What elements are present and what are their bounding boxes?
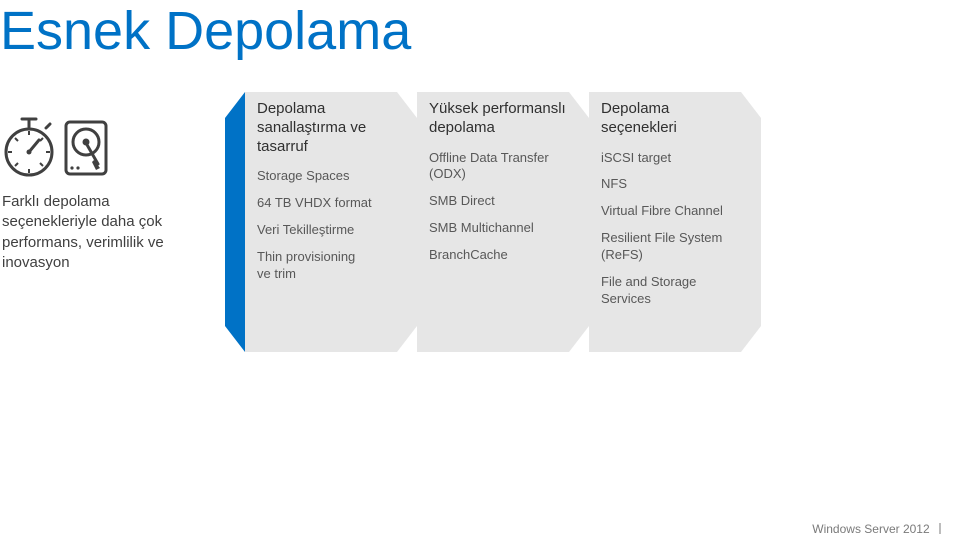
column-item: SMB Direct — [429, 193, 577, 210]
stopwatch-icon — [2, 116, 56, 178]
footer-brand: Windows Server 2012 — [812, 522, 941, 536]
column-item: Storage Spaces — [257, 168, 405, 185]
column-1-heading: Depolama sanallaştırma ve tasarruf — [257, 100, 405, 156]
column-item: 64 TB VHDX format — [257, 195, 405, 212]
column-item: Offline Data Transfer (ODX) — [429, 150, 577, 184]
column-item: Resilient File System (ReFS) — [601, 230, 749, 264]
column-1: Depolama sanallaştırma ve tasarruf Stora… — [245, 92, 417, 352]
column-3-heading: Depolama seçenekleri — [601, 100, 749, 138]
column-item: File and Storage Services — [601, 274, 749, 308]
column-item: iSCSI target — [601, 150, 749, 167]
column-item: NFS — [601, 176, 749, 193]
column-item: BranchCache — [429, 247, 577, 264]
footer-divider — [939, 523, 941, 534]
footer-text: Windows Server 2012 — [812, 522, 929, 536]
intro-text: Farklı depolama seçenekleriyle daha çok … — [2, 192, 202, 273]
column-2-heading: Yüksek performanslı depolama — [429, 100, 577, 138]
accent-chevron — [225, 92, 245, 352]
column-3: Depolama seçenekleri iSCSI target NFS Vi… — [589, 92, 761, 352]
column-item: Thin provisioning ve trim — [257, 249, 405, 283]
column-2: Yüksek performanslı depolama Offline Dat… — [417, 92, 589, 352]
column-item: Virtual Fibre Channel — [601, 203, 749, 220]
feature-columns: Depolama sanallaştırma ve tasarruf Stora… — [225, 92, 761, 352]
page-title: Esnek Depolama — [0, 0, 411, 62]
column-item: Veri Tekilleştirme — [257, 222, 405, 239]
hdd-icon — [64, 120, 108, 176]
column-item: SMB Multichannel — [429, 220, 577, 237]
